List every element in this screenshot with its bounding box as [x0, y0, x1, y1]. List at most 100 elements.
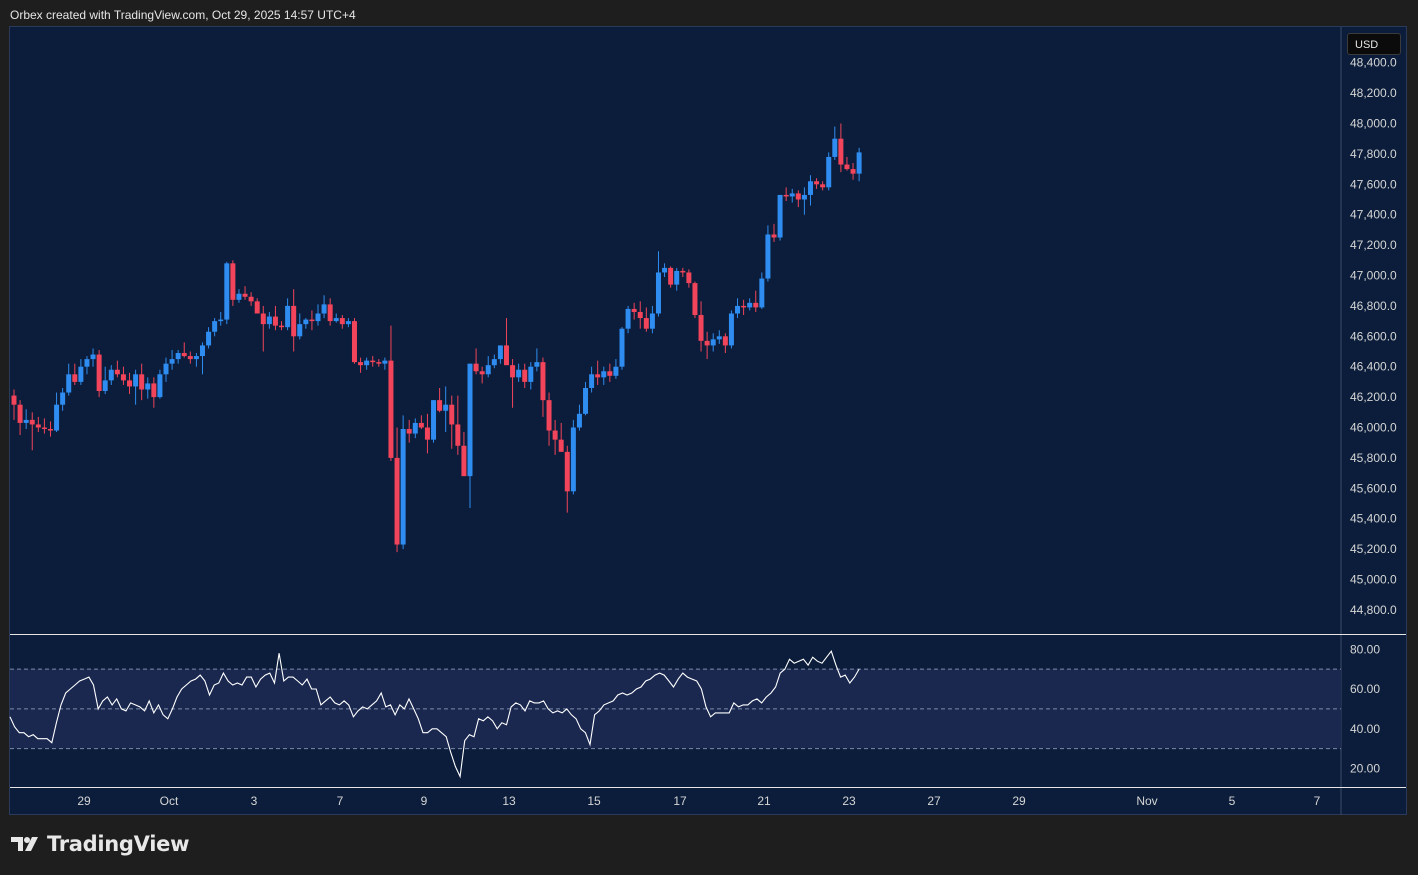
up-candle: [710, 333, 716, 352]
down-candle: [607, 363, 613, 382]
down-candle: [272, 305, 278, 331]
rsi-tick-label: 60.00: [1350, 682, 1380, 696]
candle-body: [412, 422, 418, 434]
down-candle: [595, 360, 601, 385]
candle-body: [856, 152, 862, 174]
candle-body: [54, 404, 60, 431]
candle-body: [680, 270, 686, 273]
up-candle: [613, 359, 619, 379]
candle-body: [224, 263, 230, 320]
candle-body: [576, 413, 582, 428]
down-candle: [558, 422, 564, 452]
down-candle: [139, 363, 145, 401]
candle-body: [826, 156, 832, 188]
down-candle: [795, 190, 801, 208]
up-candle: [23, 409, 29, 430]
down-candle: [850, 163, 856, 180]
price-tick-label: 48,200.0: [1350, 86, 1397, 100]
down-candle: [370, 356, 376, 367]
up-candle: [236, 289, 242, 303]
candle-body: [814, 181, 820, 185]
currency-button[interactable]: USD: [1347, 33, 1401, 55]
down-candle: [680, 267, 686, 278]
price-tick-label: 46,800.0: [1350, 299, 1397, 313]
candles: [11, 123, 862, 553]
price-tick-label: 46,000.0: [1350, 421, 1397, 435]
candle-body: [90, 354, 96, 360]
down-candle: [704, 331, 710, 360]
candle-body: [759, 278, 765, 308]
candle-body: [254, 301, 260, 314]
down-candle: [473, 348, 479, 375]
up-candle: [716, 330, 722, 344]
up-candle: [747, 298, 753, 311]
down-candle: [424, 413, 430, 454]
up-candle: [345, 318, 351, 328]
candle-body: [133, 374, 139, 387]
up-candle: [60, 387, 66, 411]
up-candle: [321, 295, 327, 319]
candle-body: [139, 374, 145, 390]
down-candle: [242, 286, 248, 300]
price-tick-label: 48,000.0: [1350, 117, 1397, 131]
up-candle: [601, 366, 607, 385]
down-candle: [668, 266, 674, 288]
candle-body: [510, 365, 516, 378]
down-candle: [437, 387, 443, 413]
rsi-axis: 80.00 60.00 40.00 20.00: [1350, 642, 1380, 775]
time-tick-label: Oct: [160, 794, 179, 808]
down-candle: [254, 298, 260, 314]
time-tick-label: 7: [337, 794, 344, 808]
up-candle: [175, 349, 181, 364]
up-candle: [224, 261, 230, 325]
candle-body: [212, 321, 218, 332]
down-candle: [722, 333, 728, 354]
candle-body: [613, 366, 619, 376]
down-candle: [47, 421, 53, 437]
down-candle: [753, 290, 759, 312]
candle-body: [78, 366, 84, 382]
candle-body: [406, 429, 412, 434]
up-candle: [765, 225, 771, 282]
up-candle: [649, 305, 655, 334]
price-tick-label: 47,800.0: [1350, 147, 1397, 161]
down-candle: [637, 301, 643, 329]
candle-body: [704, 340, 710, 346]
up-candle: [108, 365, 114, 385]
price-tick-label: 44,800.0: [1350, 603, 1397, 617]
candle-body: [735, 305, 741, 314]
candle-body: [783, 194, 789, 197]
price-tick-label: 48,400.0: [1350, 56, 1397, 70]
candle-body: [382, 360, 388, 364]
down-candle: [17, 400, 23, 436]
down-candle: [248, 292, 254, 306]
down-candle: [820, 181, 826, 191]
candle-body: [449, 404, 455, 425]
up-candle: [759, 272, 765, 309]
up-candle: [516, 363, 522, 382]
price-tick-label: 47,600.0: [1350, 177, 1397, 191]
candle-body: [583, 387, 589, 414]
down-candle: [540, 357, 546, 417]
down-candle: [771, 223, 777, 243]
up-candle: [169, 349, 175, 370]
candle-body: [102, 380, 108, 392]
tradingview-logo: TradingView: [11, 832, 189, 856]
up-candle: [199, 342, 205, 375]
candle-body: [728, 313, 734, 346]
up-candle: [807, 175, 813, 206]
time-tick-label: 29: [1012, 794, 1026, 808]
time-tick-label: 21: [757, 794, 771, 808]
up-candle: [534, 348, 540, 372]
up-candle: [212, 318, 218, 337]
up-candle: [412, 418, 418, 439]
up-candle: [625, 305, 631, 334]
candle-body: [795, 193, 801, 200]
tradingview-logo-icon: [11, 837, 38, 851]
candle-body: [358, 362, 364, 366]
candle-body: [309, 319, 315, 322]
candle-body: [151, 383, 157, 398]
candle-body: [455, 424, 461, 446]
candle-body: [625, 308, 631, 329]
